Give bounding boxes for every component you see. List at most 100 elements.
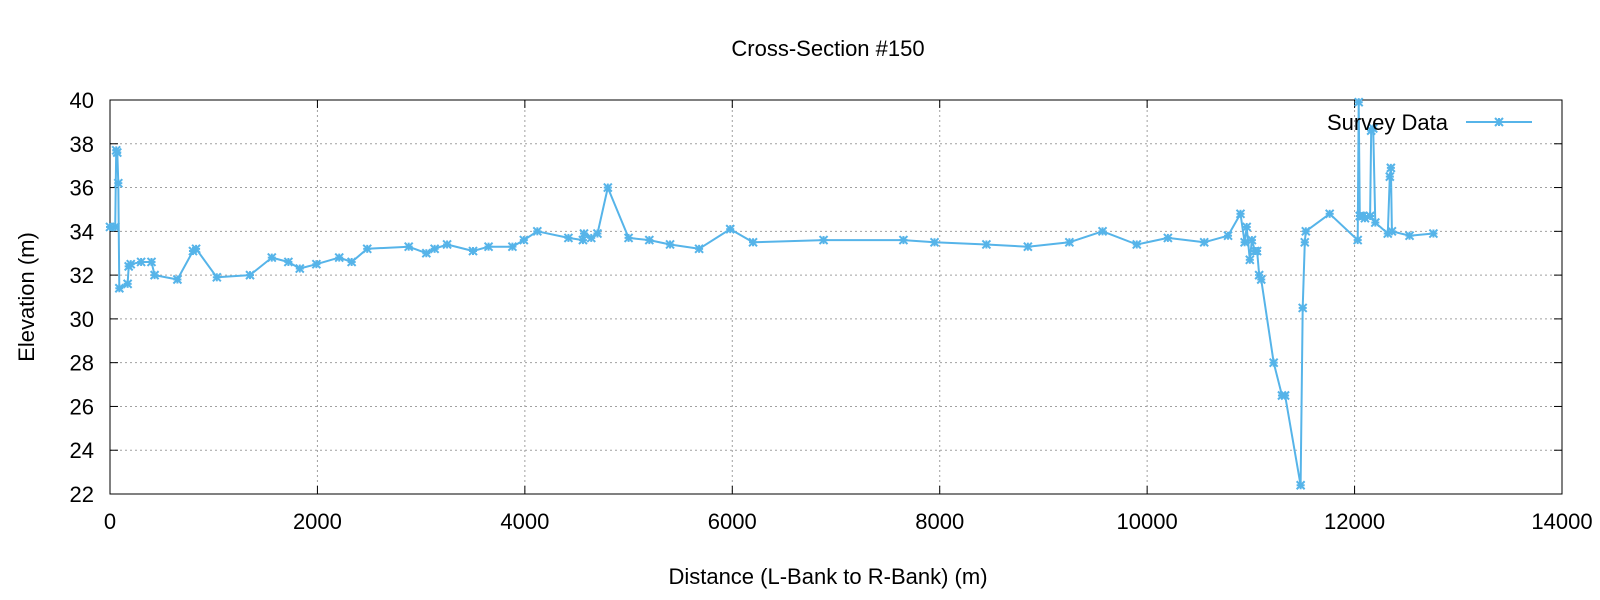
data-point [818,235,829,245]
x-tick-label: 0 [104,509,116,534]
data-point [519,235,529,245]
data-point [126,259,136,269]
data-point [1023,241,1033,252]
plot-frame [109,99,1563,495]
data-point [1064,237,1075,247]
y-tick-label: 40 [70,88,94,113]
data-point [283,257,294,267]
data-point [592,228,603,239]
data-point [1295,480,1306,490]
data-point [362,244,372,254]
data-point [748,237,758,247]
legend-label-survey-data: Survey Data [1327,110,1449,135]
x-axis-label: Distance (L-Bank to R-Bank) (m) [668,564,987,589]
data-point [468,246,478,256]
data-point [603,182,613,193]
data-point [1300,237,1310,247]
x-tick-label: 8000 [915,509,964,534]
data-point [421,248,432,258]
data-point [586,233,596,243]
data-point [1245,255,1255,265]
y-tick-label: 38 [70,132,94,157]
y-tick-label: 28 [70,351,94,376]
data-point [1223,231,1233,241]
data-point [212,272,222,283]
x-tick-label: 14000 [1531,509,1592,534]
chart-title: Cross-Section #150 [731,36,924,61]
data-point [1298,303,1308,313]
data-point [112,147,122,158]
data-point [1385,171,1395,182]
data-point [346,257,357,267]
data-point [623,233,634,243]
data-point [1301,226,1311,237]
data-point [1247,235,1257,245]
y-tick-label: 24 [70,438,94,463]
series-line-survey-data [110,101,1434,487]
ticks [109,99,1563,495]
data-point [1268,357,1279,368]
data-point [1199,237,1209,247]
y-tick-label: 34 [70,219,94,244]
data-point [172,274,183,285]
data-point [507,241,518,252]
x-tick-label: 12000 [1324,509,1385,534]
data-point [1428,228,1439,239]
data-point [532,226,543,237]
grid [110,100,1562,494]
data-point [114,283,125,293]
y-tick-label: 22 [70,482,94,507]
data-point [1280,390,1290,401]
data-point [1386,163,1396,173]
data-point [191,244,201,254]
data-point [1242,222,1252,232]
data-point [146,257,157,267]
y-axis-label: Elevation (m) [14,232,39,362]
data-point [1324,209,1335,219]
data-point [725,224,735,234]
data-point [442,239,452,250]
data-point [563,233,574,243]
data-point [898,235,909,245]
data-point [665,239,675,250]
y-tick-label: 32 [70,263,94,288]
data-point [1235,209,1246,219]
data-point [1132,239,1142,250]
data-point [1097,226,1108,237]
legend: Survey Data [1327,110,1532,135]
data-point [1370,217,1381,228]
y-tick-labels: 22 24 26 28 30 32 34 36 38 40 [70,88,94,507]
data-point [1256,274,1266,285]
data-point [1368,123,1378,134]
data-point [245,270,255,280]
data-point [483,241,494,252]
data-point [295,263,305,274]
x-tick-label: 2000 [293,509,342,534]
data-point [1387,226,1397,237]
data-point [110,222,120,232]
legend-marker-icon [1494,117,1504,127]
data-point [1252,246,1262,256]
data-point [334,252,344,263]
data-point [113,178,124,188]
data-point [694,244,704,254]
x-tick-label: 10000 [1117,509,1178,534]
data-point [1354,97,1364,107]
data-point [149,270,160,280]
data-point [1163,233,1173,243]
x-tick-labels: 0 2000 4000 6000 8000 10000 12000 14000 [104,509,1593,534]
data-point [1352,235,1363,245]
x-tick-label: 4000 [500,509,549,534]
series-survey-data [105,97,1439,490]
data-point [929,237,940,247]
data-point [267,252,277,263]
y-tick-label: 30 [70,307,94,332]
data-point [644,235,655,245]
data-point [122,279,133,289]
x-tick-label: 6000 [708,509,757,534]
data-point [981,239,992,250]
y-tick-label: 36 [70,176,94,201]
data-point [136,257,146,267]
